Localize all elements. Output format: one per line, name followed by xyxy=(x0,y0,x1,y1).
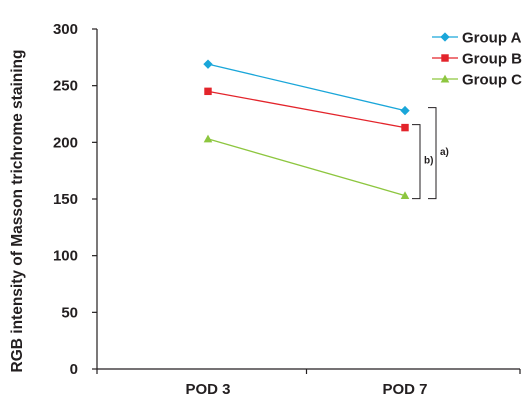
x-tick-label: POD 3 xyxy=(185,381,230,398)
legend: Group A Group B Group C xyxy=(432,30,522,89)
legend-marker-group-b xyxy=(441,54,449,62)
series-line-group-a xyxy=(207,63,406,112)
series-line-group-b xyxy=(207,90,406,129)
y-tick-label: 100 xyxy=(53,248,78,265)
data-point-group-a xyxy=(203,59,213,69)
y-tick-label: 0 xyxy=(70,361,78,378)
y-tick-label: 300 xyxy=(53,21,78,38)
series-group xyxy=(203,59,410,200)
legend-marker-group-c xyxy=(440,74,450,83)
legend-label-group-c: Group C xyxy=(462,72,522,89)
data-point-group-c xyxy=(203,134,213,143)
legend-marker-group-a xyxy=(440,32,450,42)
legend-label-group-a: Group A xyxy=(462,30,522,47)
y-tick-label: 200 xyxy=(53,134,78,151)
significance-bracket xyxy=(428,107,437,200)
significance-label: b) xyxy=(424,156,433,167)
data-point-group-c xyxy=(400,191,410,200)
y-axis-ticks: 0 50 100 150 200 250 300 xyxy=(53,21,97,378)
significance-label: a) xyxy=(440,147,449,158)
x-tick-label: POD 7 xyxy=(382,381,427,398)
significance-bracket xyxy=(412,124,421,200)
legend-label-group-b: Group B xyxy=(462,51,522,68)
data-point-group-b xyxy=(401,123,409,132)
y-tick-label: 250 xyxy=(53,78,78,95)
significance-brackets: a) b) xyxy=(412,107,449,200)
data-point-group-b xyxy=(204,87,212,96)
x-axis-ticks: POD 3 POD 7 xyxy=(96,369,521,398)
y-axis-label: RGB intensity of Masson trichrome staini… xyxy=(9,50,26,373)
series-line-group-c xyxy=(207,138,406,197)
data-point-group-a xyxy=(400,105,410,116)
axes xyxy=(96,29,520,370)
y-tick-label: 50 xyxy=(61,304,78,321)
y-tick-label: 150 xyxy=(53,191,78,208)
